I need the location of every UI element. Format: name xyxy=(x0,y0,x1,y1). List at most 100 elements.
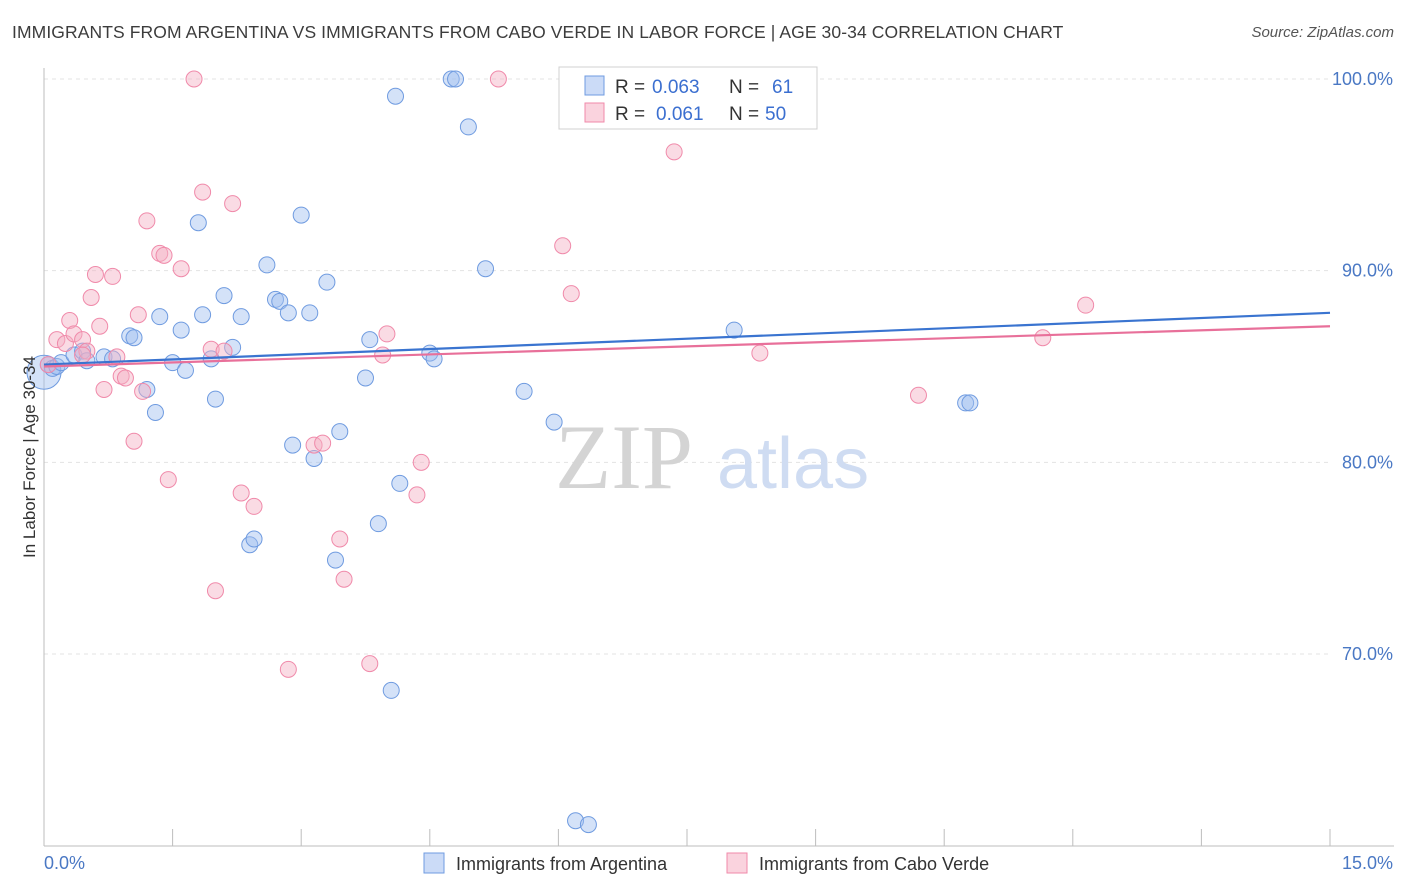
argentina-point xyxy=(301,304,319,322)
cabo-verde-trend-line xyxy=(43,325,1331,368)
argentina-point xyxy=(279,304,297,322)
argentina-point xyxy=(176,361,194,379)
argentina-trend-line xyxy=(43,311,1331,366)
argentina-point xyxy=(245,530,263,548)
argentina-point xyxy=(567,812,585,830)
argentina-point xyxy=(305,450,323,467)
argentina-point xyxy=(215,287,233,305)
cabo-verde-point xyxy=(56,335,74,352)
cabo-verde-point xyxy=(232,484,250,502)
argentina-point xyxy=(447,70,465,88)
cabo-verde-point xyxy=(82,289,100,306)
argentina-point xyxy=(206,390,224,408)
y-tick-label: 70.0% xyxy=(1342,644,1393,664)
cabo-verde-point xyxy=(1077,296,1095,314)
argentina-point xyxy=(357,369,374,387)
argentina-point xyxy=(515,382,533,400)
cabo-verde-point xyxy=(155,246,173,264)
argentina-point xyxy=(957,394,975,412)
legend-swatch-cabo-verde xyxy=(584,102,605,123)
argentina-point xyxy=(579,816,597,834)
grid-lines xyxy=(44,78,1330,655)
cabo-verde-point xyxy=(245,497,263,515)
argentina-point xyxy=(258,256,276,274)
x-tick-label-max: 15.0% xyxy=(1342,853,1393,873)
argentina-point xyxy=(961,394,979,412)
argentina-point xyxy=(271,292,289,310)
cabo-verde-point xyxy=(91,317,109,335)
series-legend: Immigrants from Argentina Immigrants fro… xyxy=(423,852,989,874)
y-axis-title: In Labor Force | Age 30-34 xyxy=(20,356,39,558)
data-points xyxy=(26,70,1095,834)
argentina-point xyxy=(361,331,379,349)
legend-swatch-argentina xyxy=(584,75,605,96)
cabo-verde-point xyxy=(65,325,83,343)
cabo-verde-point xyxy=(224,195,242,213)
watermark: ZIP atlas xyxy=(555,406,869,508)
x-tick-label-min: 0.0% xyxy=(44,853,85,873)
cabo-verde-point xyxy=(554,237,572,255)
y-tick-label: 100.0% xyxy=(1332,69,1393,89)
cabo-verde-point xyxy=(48,331,66,349)
watermark-zip: ZIP xyxy=(555,406,693,508)
cabo-verde-point xyxy=(129,306,147,324)
cabo-verde-point xyxy=(185,70,203,88)
cabo-verde-point xyxy=(408,486,426,504)
chart-title: IMMIGRANTS FROM ARGENTINA VS IMMIGRANTS … xyxy=(12,22,1064,42)
cabo-verde-point xyxy=(909,386,927,404)
bottom-legend-label-cabo-verde: Immigrants from Cabo Verde xyxy=(759,854,989,874)
legend-n-label-2: N = xyxy=(729,104,759,125)
argentina-point xyxy=(224,338,242,356)
cabo-verde-point xyxy=(335,570,353,588)
correlation-legend: R = 0.063 N = 61 R = 0.061 N = 50 xyxy=(558,66,818,130)
cabo-verde-point xyxy=(215,342,233,360)
legend-r-label-2: R = xyxy=(615,104,645,125)
argentina-point xyxy=(382,681,400,699)
bottom-legend-swatch-cabo-verde xyxy=(726,852,748,874)
cabo-verde-point xyxy=(116,369,134,387)
cabo-verde-point xyxy=(206,582,224,600)
cabo-verde-point xyxy=(172,260,190,278)
watermark-atlas: atlas xyxy=(717,424,869,504)
argentina-point xyxy=(284,436,302,454)
argentina-point xyxy=(292,206,310,224)
y-tick-label: 80.0% xyxy=(1342,452,1393,472)
argentina-point xyxy=(459,118,477,136)
cabo-verde-point xyxy=(665,143,683,161)
legend-r-value-2: 0.061 xyxy=(656,104,704,125)
cabo-verde-point xyxy=(86,266,104,283)
cabo-verde-point xyxy=(378,325,396,343)
cabo-verde-point xyxy=(562,285,580,303)
cabo-verde-point xyxy=(412,453,430,471)
cabo-verde-point xyxy=(279,660,297,678)
cabo-verde-point xyxy=(314,434,332,452)
cabo-verde-point xyxy=(138,212,156,230)
argentina-point xyxy=(369,515,387,533)
cabo-verde-point xyxy=(159,471,177,489)
argentina-point xyxy=(477,260,495,278)
argentina-point xyxy=(387,87,405,105)
axes xyxy=(43,68,1394,847)
argentina-point xyxy=(146,404,164,421)
argentina-point xyxy=(442,70,460,88)
cabo-verde-point xyxy=(331,530,349,548)
argentina-point xyxy=(266,290,284,308)
source-credit: Source: ZipAtlas.com xyxy=(1251,24,1394,41)
argentina-point xyxy=(121,327,139,345)
cabo-verde-point xyxy=(489,70,507,88)
argentina-point xyxy=(125,329,143,347)
cabo-verde-point xyxy=(305,436,323,454)
argentina-point xyxy=(189,214,207,232)
argentina-point xyxy=(331,423,349,441)
argentina-point xyxy=(194,306,212,324)
bottom-legend-label-argentina: Immigrants from Argentina xyxy=(456,854,668,874)
legend-n-value-1: 61 xyxy=(772,77,793,98)
cabo-verde-point xyxy=(361,655,379,673)
argentina-point xyxy=(172,321,190,339)
cabo-verde-point xyxy=(125,432,143,450)
cabo-verde-point xyxy=(112,367,130,385)
cabo-verde-point xyxy=(104,267,122,285)
legend-n-label-1: N = xyxy=(729,77,759,98)
y-tick-label: 90.0% xyxy=(1342,261,1393,281)
